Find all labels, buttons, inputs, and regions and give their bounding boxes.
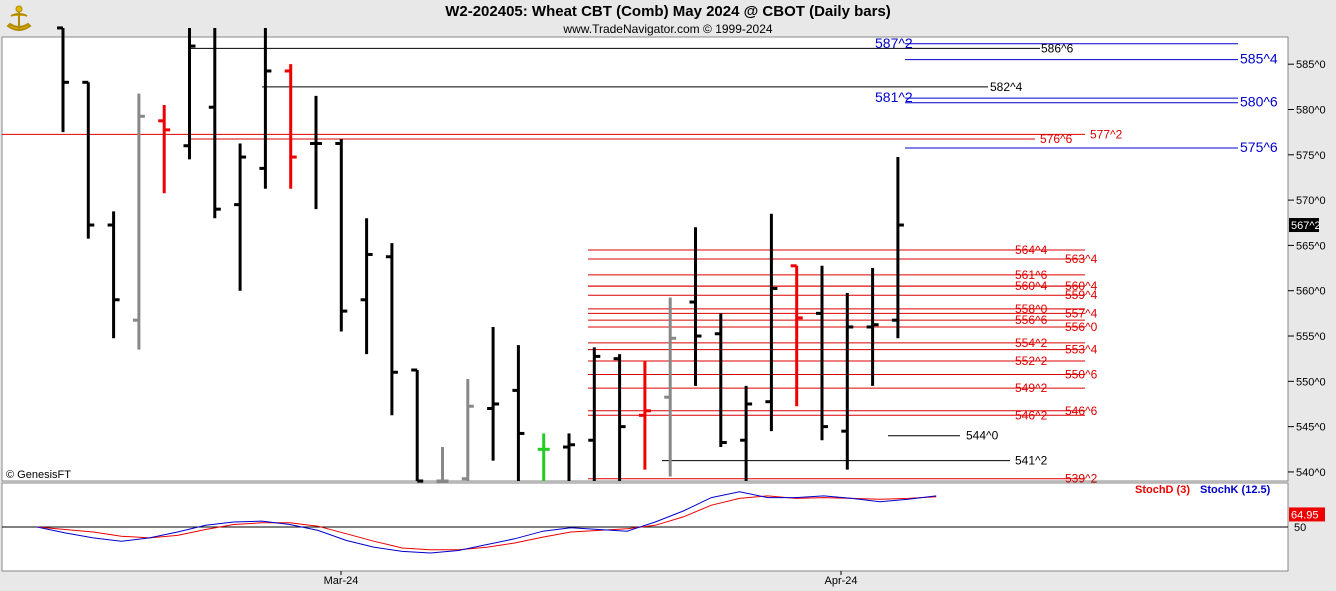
level-label: 558^0 [1015,302,1048,316]
level-label: 539^2 [1065,472,1098,486]
level-label: 541^2 [1015,454,1048,468]
x-tick-label: Apr-24 [824,575,857,587]
chart-title: W2-202405: Wheat CBT (Comb) May 2024 @ C… [445,3,891,20]
level-label: 546^6 [1065,404,1098,418]
level-label: 559^4 [1065,288,1098,302]
y-tick-label: 570^0 [1296,195,1326,207]
level-label: 550^6 [1065,368,1098,382]
level-label: 561^6 [1015,268,1048,282]
trade-navigator-logo-icon [4,4,34,34]
y-tick-label: 550^0 [1296,376,1326,388]
level-label: 586^6 [1041,41,1074,55]
level-label: 581^2 [875,89,913,105]
level-label: 552^2 [1015,354,1048,368]
level-label: 563^4 [1065,252,1098,266]
level-label: 582^4 [990,80,1023,94]
level-label: 556^0 [1065,320,1098,334]
stoch-k-legend: StochK (12.5) [1200,484,1271,496]
level-label: 544^0 [966,429,999,443]
level-label: 560^4 [1015,279,1048,293]
stoch-last-box [1289,507,1325,522]
stoch-d-legend: StochD (3) [1135,484,1190,496]
y-tick-label: 575^0 [1296,150,1326,162]
last-price-box [1289,218,1319,233]
y-tick-label: 540^0 [1296,467,1326,479]
stoch-last-label: 64.95 [1291,509,1319,521]
last-price-label: 567^2 [1291,220,1321,232]
level-label: 576^6 [1040,132,1073,146]
x-tick-label: Mar-24 [324,575,359,587]
level-label: 556^6 [1015,313,1048,327]
copyright-label: © GenesisFT [6,469,71,481]
y-tick-label: 580^0 [1296,104,1326,116]
level-label: 546^2 [1015,408,1048,422]
level-label: 549^2 [1015,381,1048,395]
y-tick-label: 585^0 [1296,59,1326,71]
stoch-tick-label: 50 [1294,522,1306,534]
y-tick-label: 555^0 [1296,331,1326,343]
level-label: 587^2 [875,35,913,51]
y-tick-label: 565^0 [1296,240,1326,252]
level-label: 554^2 [1015,336,1048,350]
y-tick-label: 560^0 [1296,286,1326,298]
y-tick-label: 545^0 [1296,422,1326,434]
level-label: 577^2 [1090,127,1123,141]
level-label: 564^4 [1015,243,1048,257]
stoch-k-line [36,491,937,554]
level-label: 557^4 [1065,306,1098,320]
level-label: 575^6 [1240,139,1278,155]
level-label: 585^4 [1240,51,1278,67]
chart-subtitle: www.TradeNavigator.com © 1999-2024 [563,22,773,36]
level-label: 553^4 [1065,343,1098,357]
level-label: 580^6 [1240,94,1278,110]
